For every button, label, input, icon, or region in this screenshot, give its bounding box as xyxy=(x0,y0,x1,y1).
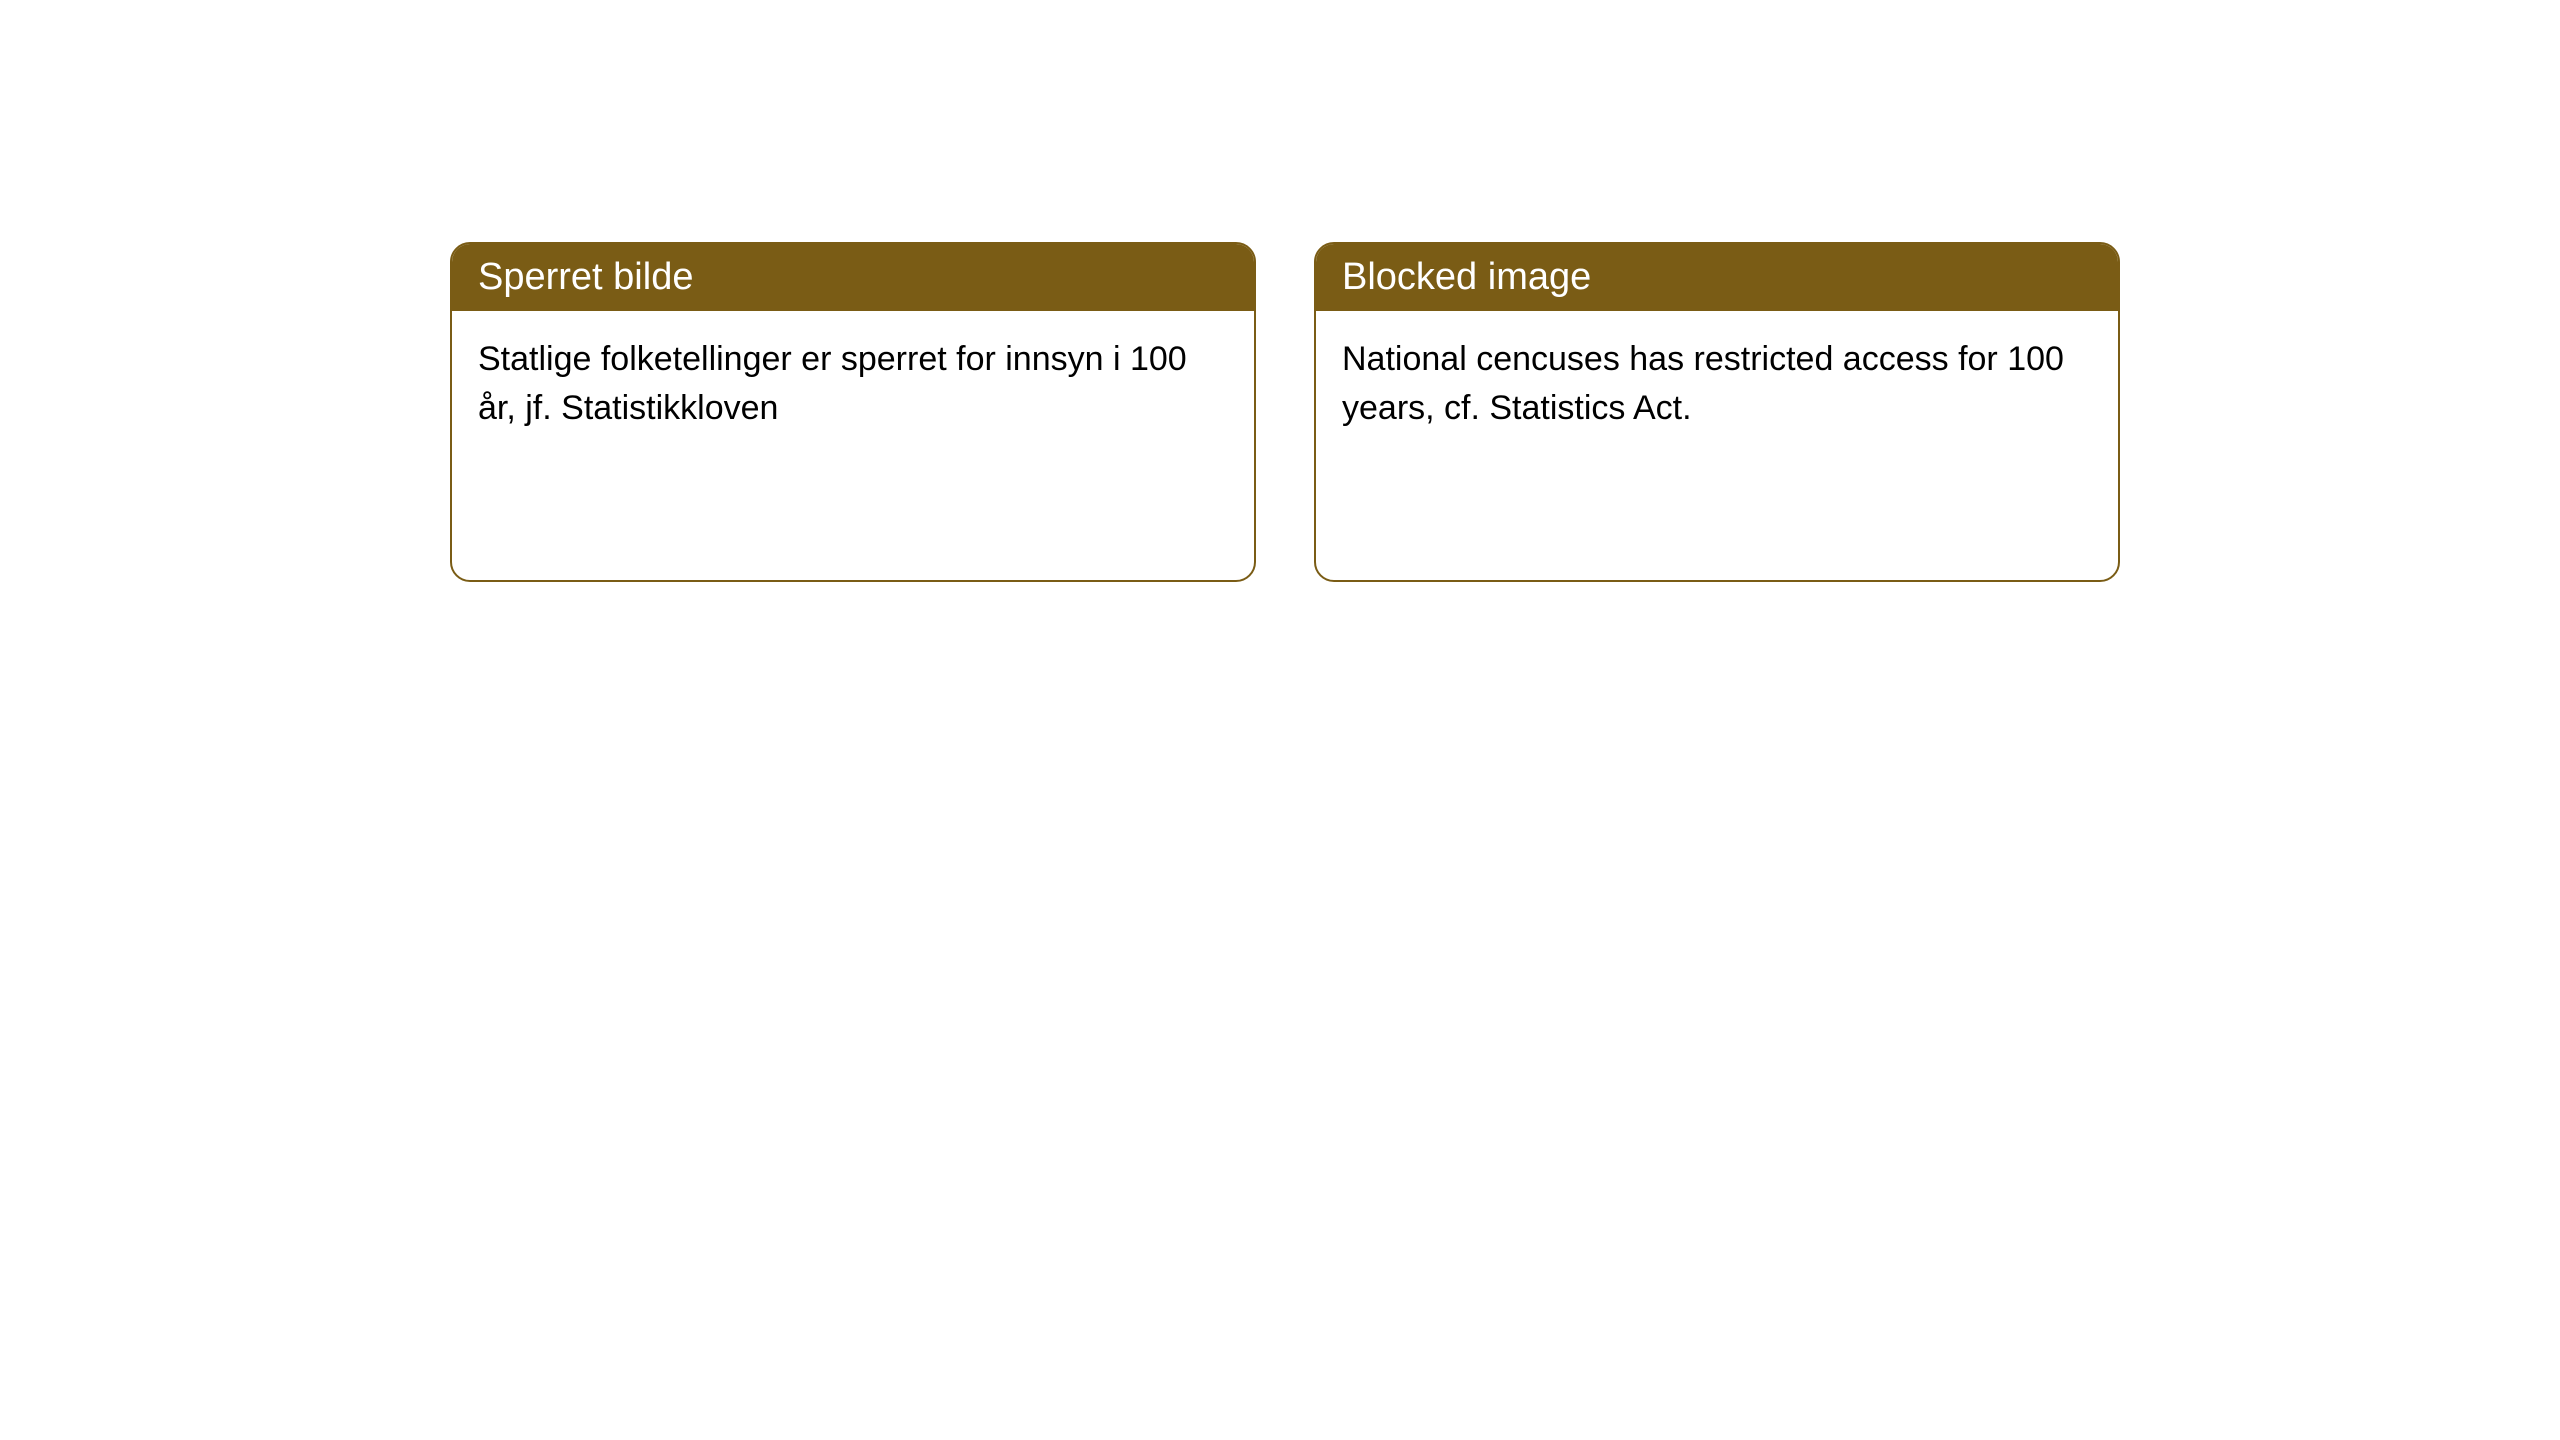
notice-card-header: Sperret bilde xyxy=(452,244,1254,311)
notice-card-norwegian: Sperret bilde Statlige folketellinger er… xyxy=(450,242,1256,582)
notice-cards-container: Sperret bilde Statlige folketellinger er… xyxy=(450,242,2120,582)
notice-card-body: National cencuses has restricted access … xyxy=(1316,311,2118,458)
notice-card-body: Statlige folketellinger er sperret for i… xyxy=(452,311,1254,458)
notice-card-english: Blocked image National cencuses has rest… xyxy=(1314,242,2120,582)
notice-card-header: Blocked image xyxy=(1316,244,2118,311)
